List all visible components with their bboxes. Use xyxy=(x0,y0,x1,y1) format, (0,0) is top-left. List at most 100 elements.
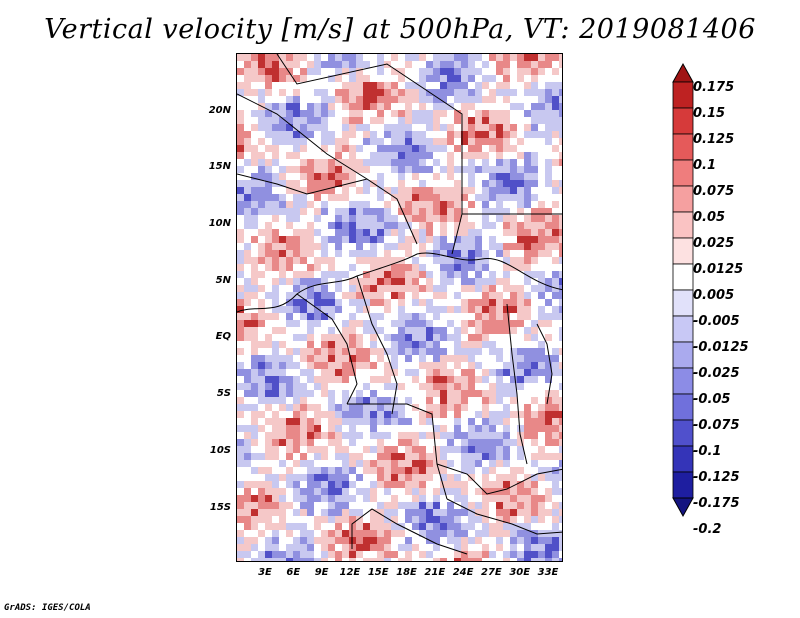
field-cell xyxy=(538,355,545,362)
field-cell xyxy=(272,495,279,502)
field-cell xyxy=(559,292,562,299)
field-cell xyxy=(328,299,335,306)
field-cell xyxy=(342,229,349,236)
field-cell xyxy=(461,82,468,89)
field-cell xyxy=(237,243,244,250)
field-cell xyxy=(258,544,265,551)
field-cell xyxy=(265,201,272,208)
field-cell xyxy=(314,68,321,75)
field-cell xyxy=(300,460,307,467)
field-cell xyxy=(398,138,405,145)
field-cell xyxy=(524,544,531,551)
field-cell xyxy=(475,348,482,355)
field-cell xyxy=(391,530,398,537)
field-cell xyxy=(482,250,489,257)
field-cell xyxy=(426,299,433,306)
field-cell xyxy=(237,299,244,306)
field-cell xyxy=(335,551,342,558)
field-cell xyxy=(461,320,468,327)
field-cell xyxy=(496,460,503,467)
field-cell xyxy=(314,208,321,215)
field-cell xyxy=(398,474,405,481)
field-cell xyxy=(356,411,363,418)
field-cell xyxy=(258,236,265,243)
field-cell xyxy=(356,201,363,208)
field-cell xyxy=(391,75,398,82)
field-cell xyxy=(321,117,328,124)
field-cell xyxy=(342,488,349,495)
field-cell xyxy=(258,180,265,187)
field-cell xyxy=(244,194,251,201)
field-cell xyxy=(265,355,272,362)
field-cell xyxy=(370,544,377,551)
field-cell xyxy=(377,516,384,523)
field-cell xyxy=(405,117,412,124)
field-cell xyxy=(454,222,461,229)
field-cell xyxy=(293,509,300,516)
field-cell xyxy=(454,292,461,299)
field-cell xyxy=(426,355,433,362)
field-cell xyxy=(286,96,293,103)
field-cell xyxy=(447,390,454,397)
field-cell xyxy=(531,404,538,411)
field-cell xyxy=(244,530,251,537)
field-cell xyxy=(237,61,244,68)
field-cell xyxy=(531,397,538,404)
field-cell xyxy=(251,96,258,103)
field-cell xyxy=(468,313,475,320)
field-cell xyxy=(454,551,461,558)
field-cell xyxy=(412,159,419,166)
field-cell xyxy=(433,264,440,271)
field-cell xyxy=(237,481,244,488)
field-cell xyxy=(321,341,328,348)
field-cell xyxy=(454,390,461,397)
field-cell xyxy=(377,376,384,383)
field-cell xyxy=(258,495,265,502)
field-cell xyxy=(307,383,314,390)
field-cell xyxy=(307,229,314,236)
field-cell xyxy=(503,194,510,201)
field-cell xyxy=(335,411,342,418)
field-cell xyxy=(342,334,349,341)
field-cell xyxy=(531,327,538,334)
field-cell xyxy=(363,145,370,152)
field-cell xyxy=(244,299,251,306)
field-cell xyxy=(517,467,524,474)
field-cell xyxy=(461,397,468,404)
field-cell xyxy=(363,285,370,292)
field-cell xyxy=(370,173,377,180)
field-cell xyxy=(398,404,405,411)
field-cell xyxy=(321,404,328,411)
field-cell xyxy=(384,537,391,544)
field-cell xyxy=(412,215,419,222)
field-cell xyxy=(307,271,314,278)
field-cell xyxy=(244,348,251,355)
field-cell xyxy=(342,278,349,285)
field-cell xyxy=(433,544,440,551)
field-cell xyxy=(370,418,377,425)
field-cell xyxy=(559,530,562,537)
field-cell xyxy=(272,509,279,516)
field-cell xyxy=(412,516,419,523)
field-cell xyxy=(363,54,370,61)
field-cell xyxy=(377,82,384,89)
field-cell xyxy=(538,481,545,488)
field-cell xyxy=(559,320,562,327)
field-cell xyxy=(426,187,433,194)
field-cell xyxy=(412,75,419,82)
field-cell xyxy=(342,194,349,201)
field-cell xyxy=(391,460,398,467)
field-cell xyxy=(307,166,314,173)
field-cell xyxy=(447,173,454,180)
field-cell xyxy=(363,271,370,278)
field-cell xyxy=(503,313,510,320)
field-cell xyxy=(419,61,426,68)
field-cell xyxy=(370,355,377,362)
field-cell xyxy=(461,390,468,397)
field-cell xyxy=(300,89,307,96)
field-cell xyxy=(349,460,356,467)
field-cell xyxy=(545,376,552,383)
field-cell xyxy=(447,236,454,243)
field-cell xyxy=(307,516,314,523)
field-cell xyxy=(503,89,510,96)
